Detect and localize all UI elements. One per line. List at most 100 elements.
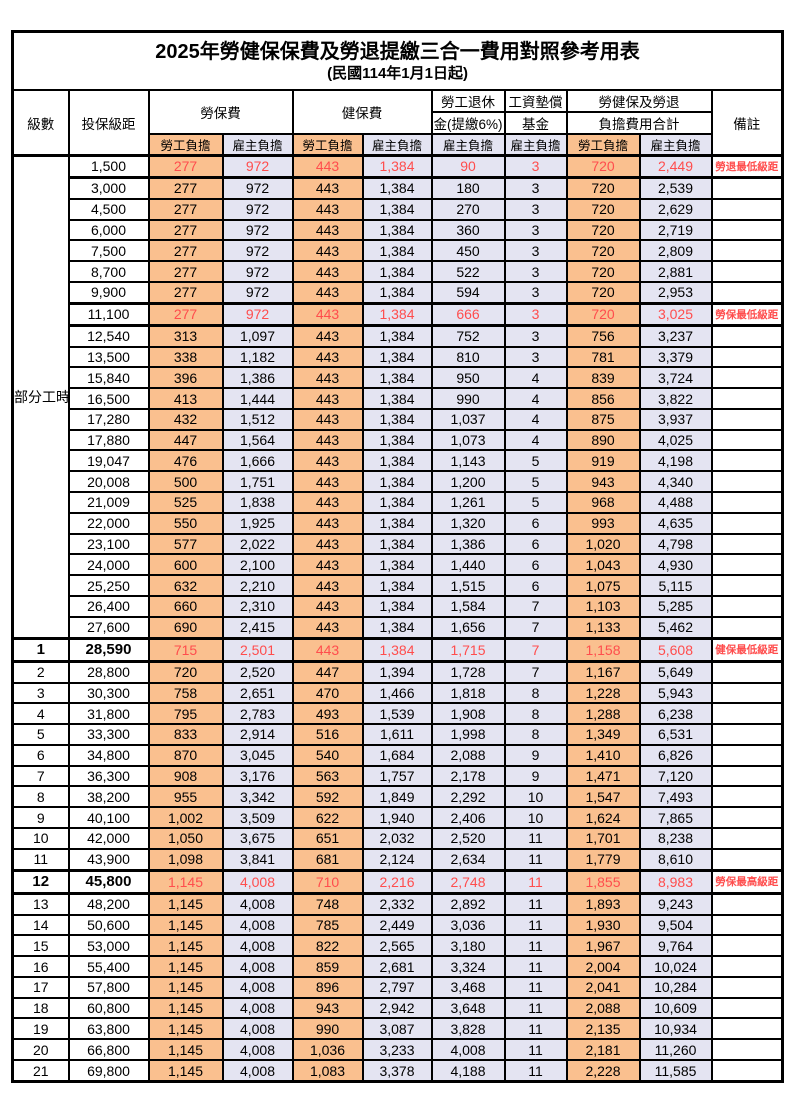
premium-table: 2025年勞健保保費及勞退提繳三合一費用對照參考用表 (民國114年1月1日起)… <box>11 30 785 1083</box>
value-cell: 8,610 <box>638 847 713 872</box>
value-cell: 2,719 <box>638 218 713 242</box>
table-row: 9,900 277 972 443 1,384 594 3 720 2,953 <box>13 280 784 305</box>
remark-cell <box>710 913 784 937</box>
value-cell: 2,124 <box>361 847 433 872</box>
value-cell: 3,324 <box>430 955 506 978</box>
value-cell: 2,634 <box>430 847 506 872</box>
value-cell: 720 <box>565 239 641 263</box>
bracket-cell: 57,800 <box>67 975 150 999</box>
value-cell: 875 <box>565 407 641 431</box>
bracket-cell: 13,500 <box>67 345 150 369</box>
value-cell: 1,384 <box>361 301 433 327</box>
value-cell: 3 <box>503 280 568 305</box>
bracket-cell: 53,000 <box>67 934 150 958</box>
value-cell: 9 <box>503 764 568 788</box>
table-row: 1 28,590 715 2,501 443 1,384 1,715 7 1,158 5,608 健… <box>11 636 784 663</box>
value-cell: 1,384 <box>361 366 433 390</box>
value-cell: 11 <box>503 1059 568 1083</box>
value-cell: 6 <box>503 574 568 597</box>
value-cell: 690 <box>147 615 224 640</box>
value-cell: 3,378 <box>361 1059 433 1083</box>
value-cell: 3,342 <box>221 785 294 809</box>
value-cell: 1,384 <box>361 470 433 494</box>
bracket-cell: 43,900 <box>67 847 150 872</box>
remark-cell <box>710 785 784 809</box>
value-cell: 3,237 <box>638 324 713 348</box>
value-cell: 1,384 <box>361 218 433 242</box>
value-cell: 666 <box>430 301 506 327</box>
bracket-cell: 28,590 <box>67 636 150 663</box>
value-cell: 6 <box>503 553 568 577</box>
value-cell: 443 <box>291 636 364 663</box>
value-cell: 622 <box>291 806 364 829</box>
value-cell: 1,320 <box>430 511 506 535</box>
value-cell: 1,384 <box>361 553 433 577</box>
value-cell: 720 <box>565 197 641 221</box>
value-cell: 11 <box>503 827 568 850</box>
table-row: 19,047 476 1,666 443 1,384 1,143 5 919 4,198 <box>13 449 784 473</box>
value-cell: 1,410 <box>565 743 641 767</box>
table-row: 21,009 525 1,838 443 1,384 1,261 5 968 4,488 <box>13 491 784 514</box>
bracket-cell: 25,250 <box>67 574 150 597</box>
value-cell: 2,216 <box>361 868 433 895</box>
value-cell: 4,008 <box>221 996 294 1020</box>
remark-cell <box>710 553 784 577</box>
remark-cell <box>710 594 784 618</box>
value-cell: 1,158 <box>565 636 641 663</box>
bracket-cell: 27,600 <box>67 615 150 640</box>
value-cell: 4,008 <box>221 1059 294 1083</box>
value-cell: 1,384 <box>361 615 433 640</box>
value-cell: 1,925 <box>221 511 294 535</box>
value-cell: 4,008 <box>221 1038 294 1062</box>
remark-cell <box>710 511 784 535</box>
level-cell: 19 <box>11 1017 70 1041</box>
level-cell: 13 <box>11 892 70 916</box>
bracket-cell: 38,200 <box>67 785 150 809</box>
bracket-cell: 22,000 <box>67 511 150 535</box>
level-cell: 5 <box>11 723 70 746</box>
value-cell: 1,838 <box>221 491 294 514</box>
bracket-cell: 19,047 <box>67 449 150 473</box>
value-cell: 1,098 <box>147 847 224 872</box>
value-cell: 1,757 <box>361 764 433 788</box>
subheader-labor-employee: 勞工負擔 <box>147 133 224 157</box>
remark-cell <box>710 806 784 829</box>
value-cell: 4,198 <box>638 449 713 473</box>
bracket-cell: 21,009 <box>67 491 150 514</box>
value-cell: 1,145 <box>147 892 224 916</box>
value-cell: 1,440 <box>430 553 506 577</box>
value-cell: 1,145 <box>147 996 224 1020</box>
header-pension-line1: 勞工退休 <box>430 89 506 113</box>
value-cell: 4,008 <box>221 868 294 895</box>
value-cell: 11 <box>503 847 568 872</box>
value-cell: 1,384 <box>361 574 433 597</box>
value-cell: 447 <box>147 428 224 452</box>
value-cell: 1,779 <box>565 847 641 872</box>
subheader-pension-employer: 雇主負擔 <box>430 133 506 157</box>
value-cell: 1,200 <box>430 470 506 494</box>
remark-cell <box>710 428 784 452</box>
value-cell: 758 <box>147 681 224 705</box>
value-cell: 3,036 <box>430 913 506 937</box>
value-cell: 1,384 <box>361 491 433 514</box>
value-cell: 1,384 <box>361 594 433 618</box>
value-cell: 443 <box>291 218 364 242</box>
header-row-groups-1: 級數 投保級距 勞保費 健保費 勞工退休 工資墊償 勞健保及勞退 備註 <box>11 89 784 157</box>
value-cell: 4,188 <box>430 1059 506 1083</box>
value-cell: 277 <box>147 280 224 305</box>
value-cell: 2,041 <box>565 975 641 999</box>
value-cell: 2,032 <box>361 827 433 850</box>
value-cell: 4,025 <box>638 428 713 452</box>
value-cell: 11 <box>503 913 568 937</box>
bracket-cell: 60,800 <box>67 996 150 1020</box>
bracket-cell: 20,008 <box>67 470 150 494</box>
level-cell: 15 <box>11 934 70 958</box>
value-cell: 752 <box>430 324 506 348</box>
remark-cell <box>710 847 784 872</box>
header-bracket: 投保級距 <box>67 89 150 157</box>
value-cell: 10,609 <box>638 996 713 1020</box>
value-cell: 2,210 <box>221 574 294 597</box>
bracket-cell: 36,300 <box>67 764 150 788</box>
value-cell: 715 <box>147 636 224 663</box>
header-pension-line2: 金(提繳6%) <box>430 111 506 135</box>
